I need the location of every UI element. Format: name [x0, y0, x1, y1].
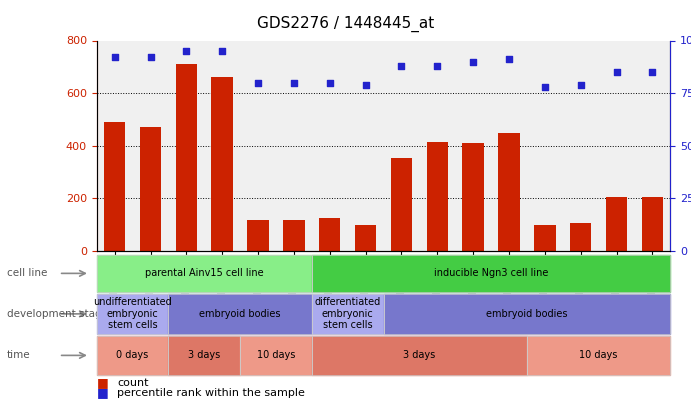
Point — [575, 81, 586, 88]
Point — [396, 62, 407, 69]
Bar — [247, 220, 269, 251]
Bar — [606, 197, 627, 251]
Text: ■: ■ — [97, 386, 108, 399]
Bar — [104, 122, 126, 251]
Text: embryoid bodies: embryoid bodies — [486, 309, 567, 319]
Bar — [140, 127, 161, 251]
Text: ■: ■ — [97, 376, 108, 389]
Text: undifferentiated
embryonic
stem cells: undifferentiated embryonic stem cells — [93, 297, 172, 330]
Bar — [641, 197, 663, 251]
Bar — [534, 225, 556, 251]
Text: development stage: development stage — [7, 309, 108, 319]
Text: 10 days: 10 days — [257, 350, 295, 360]
Bar — [176, 64, 197, 251]
Bar — [498, 133, 520, 251]
Bar — [570, 224, 591, 251]
Text: cell line: cell line — [7, 269, 47, 278]
Bar — [390, 158, 412, 251]
Bar — [462, 143, 484, 251]
Text: inducible Ngn3 cell line: inducible Ngn3 cell line — [434, 269, 548, 278]
Point — [504, 56, 515, 63]
Text: 3 days: 3 days — [188, 350, 220, 360]
Point — [647, 69, 658, 75]
Point — [109, 54, 120, 61]
Bar — [211, 77, 233, 251]
Point — [217, 48, 228, 54]
Point — [611, 69, 622, 75]
Text: 3 days: 3 days — [404, 350, 435, 360]
Bar — [319, 218, 341, 251]
Bar — [283, 220, 305, 251]
Text: count: count — [117, 378, 149, 388]
Bar — [426, 142, 448, 251]
Point — [145, 54, 156, 61]
Point — [432, 62, 443, 69]
Text: differentiated
embryonic
stem cells: differentiated embryonic stem cells — [314, 297, 381, 330]
Point — [539, 83, 550, 90]
Text: percentile rank within the sample: percentile rank within the sample — [117, 388, 305, 398]
Bar — [355, 225, 377, 251]
Text: embryoid bodies: embryoid bodies — [200, 309, 281, 319]
Point — [181, 48, 192, 54]
Text: time: time — [7, 350, 30, 360]
Point — [288, 79, 299, 86]
Point — [360, 81, 371, 88]
Text: GDS2276 / 1448445_at: GDS2276 / 1448445_at — [257, 16, 434, 32]
Point — [252, 79, 263, 86]
Point — [468, 58, 479, 65]
Text: parental Ainv15 cell line: parental Ainv15 cell line — [145, 269, 263, 278]
Text: 10 days: 10 days — [579, 350, 618, 360]
Text: 0 days: 0 days — [117, 350, 149, 360]
Point — [324, 79, 335, 86]
